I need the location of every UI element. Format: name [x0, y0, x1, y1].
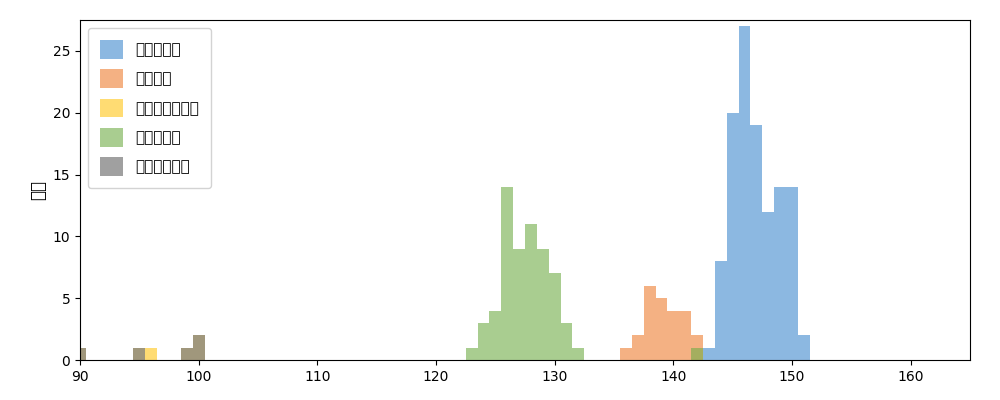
Bar — [489, 310, 501, 360]
Bar — [691, 348, 703, 360]
Bar — [478, 323, 489, 360]
Bar — [74, 348, 86, 360]
Bar — [537, 249, 549, 360]
Bar — [501, 187, 513, 360]
Bar — [703, 348, 715, 360]
Bar — [561, 323, 572, 360]
Bar — [133, 348, 145, 360]
Y-axis label: 球数: 球数 — [29, 180, 47, 200]
Bar — [549, 274, 561, 360]
Bar — [525, 224, 537, 360]
Bar — [750, 125, 762, 360]
Bar — [572, 348, 584, 360]
Bar — [679, 310, 691, 360]
Bar — [632, 335, 644, 360]
Bar — [715, 261, 727, 360]
Bar — [193, 335, 205, 360]
Bar — [739, 26, 750, 360]
Bar — [133, 348, 145, 360]
Bar — [656, 298, 667, 360]
Bar — [762, 212, 774, 360]
Bar — [667, 310, 679, 360]
Bar — [193, 335, 205, 360]
Legend: ストレート, フォーク, チェンジアップ, スライダー, スローカーブ: ストレート, フォーク, チェンジアップ, スライダー, スローカーブ — [88, 28, 211, 188]
Bar — [181, 348, 193, 360]
Bar — [181, 348, 193, 360]
Bar — [74, 348, 86, 360]
Bar — [620, 348, 632, 360]
Bar — [727, 113, 739, 360]
Bar — [466, 348, 478, 360]
Bar — [786, 187, 798, 360]
Bar — [798, 335, 810, 360]
Bar — [145, 348, 157, 360]
Bar — [774, 187, 786, 360]
Bar — [691, 335, 703, 360]
Bar — [644, 286, 656, 360]
Bar — [513, 249, 525, 360]
